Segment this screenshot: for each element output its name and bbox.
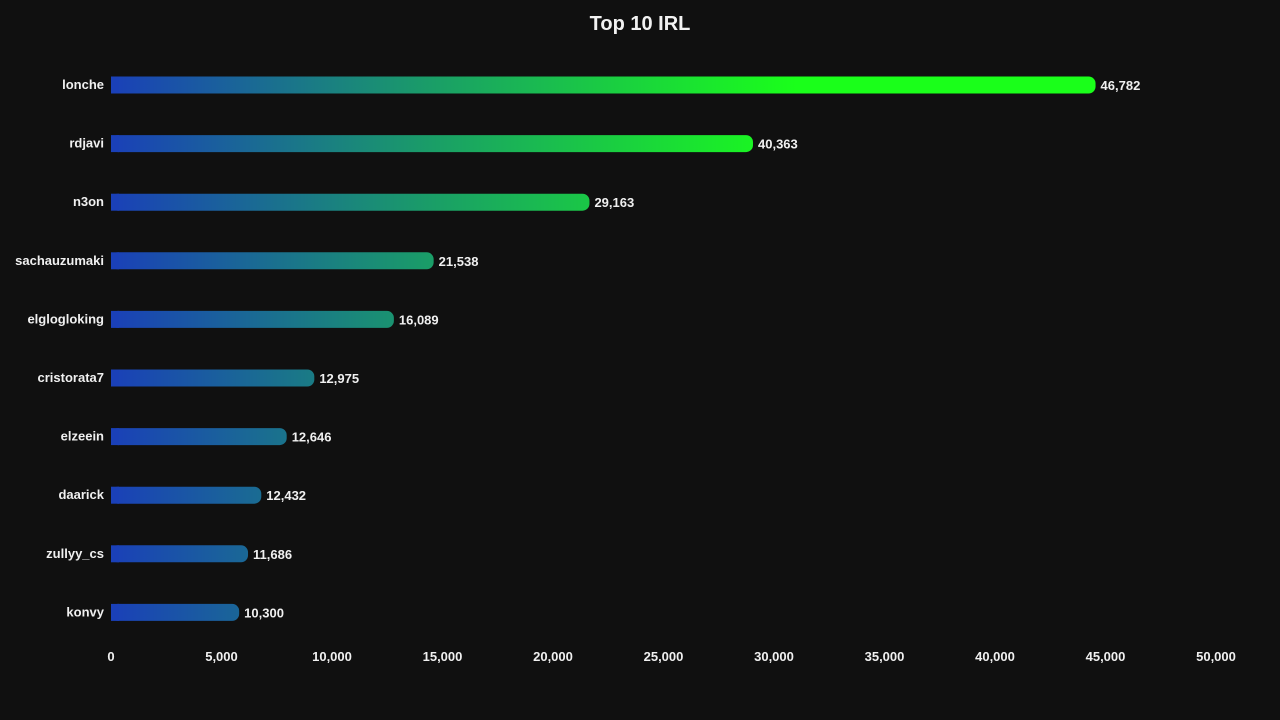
- bar-zullyy_cs: [111, 545, 249, 563]
- bars-layer: [111, 76, 1096, 621]
- category-label: n3on: [73, 194, 104, 209]
- bar-start-cap: [111, 310, 119, 328]
- bar-daarick: [111, 486, 262, 504]
- value-label: 12,646: [292, 430, 332, 445]
- bar-start-cap: [111, 428, 119, 446]
- x-tick-label: 25,000: [644, 649, 684, 664]
- x-tick-label: 30,000: [754, 649, 794, 664]
- x-tick-label: 35,000: [865, 649, 905, 664]
- x-tick-label: 15,000: [423, 649, 463, 664]
- value-labels: 46,782 40,363 29,163 21,538 16,089 12,975 12,6…: [244, 78, 1140, 620]
- bar-cristorata7: [111, 369, 315, 387]
- category-label: rdjavi: [69, 136, 104, 151]
- bar-konvy: [111, 603, 240, 621]
- bar-start-cap: [111, 135, 119, 153]
- x-tick-label: 0: [107, 649, 114, 664]
- category-label: elglogloking: [27, 311, 104, 326]
- bar-lonche: [111, 76, 1096, 94]
- category-labels: lonche rdjavi n3on sachauzumaki elglogloking…: [15, 77, 105, 619]
- x-tick-label: 20,000: [533, 649, 573, 664]
- value-label: 16,089: [399, 312, 439, 327]
- category-label: lonche: [62, 77, 104, 92]
- bar-sachauzumaki: [111, 252, 434, 270]
- value-label: 12,432: [266, 488, 306, 503]
- value-label: 40,363: [758, 137, 798, 152]
- category-label: zullyy_cs: [46, 546, 104, 561]
- x-tick-label: 40,000: [975, 649, 1015, 664]
- bar-start-cap: [111, 193, 119, 211]
- value-label: 21,538: [439, 254, 479, 269]
- bar-elzeein: [111, 428, 287, 446]
- bar-elglogloking: [111, 310, 394, 328]
- bar-n3on: [111, 193, 590, 211]
- x-tick-label: 45,000: [1086, 649, 1126, 664]
- bar-start-cap: [111, 369, 119, 387]
- category-label: elzeein: [61, 429, 104, 444]
- value-label: 10,300: [244, 605, 284, 620]
- chart-title: Top 10 IRL: [590, 13, 691, 35]
- category-label: daarick: [58, 487, 104, 502]
- bar-start-cap: [111, 545, 119, 563]
- value-label: 12,975: [319, 371, 359, 386]
- value-label: 46,782: [1101, 78, 1141, 93]
- category-label: konvy: [66, 604, 104, 619]
- category-label: cristorata7: [38, 370, 104, 385]
- x-tick-label: 10,000: [312, 649, 352, 664]
- x-tick-label: 50,000: [1196, 649, 1236, 664]
- category-label: sachauzumaki: [15, 253, 104, 268]
- x-tick-label: 5,000: [205, 649, 238, 664]
- value-label: 29,163: [594, 195, 634, 210]
- bar-start-cap: [111, 486, 119, 504]
- bar-start-cap: [111, 76, 119, 94]
- bar-start-cap: [111, 603, 119, 621]
- bar-start-cap: [111, 252, 119, 270]
- x-axis-ticks: 0 5,000 10,000 15,000 20,000 25,000 30,000 35,0…: [107, 649, 1236, 664]
- bar-rdjavi: [111, 135, 754, 153]
- value-label: 11,686: [253, 547, 292, 562]
